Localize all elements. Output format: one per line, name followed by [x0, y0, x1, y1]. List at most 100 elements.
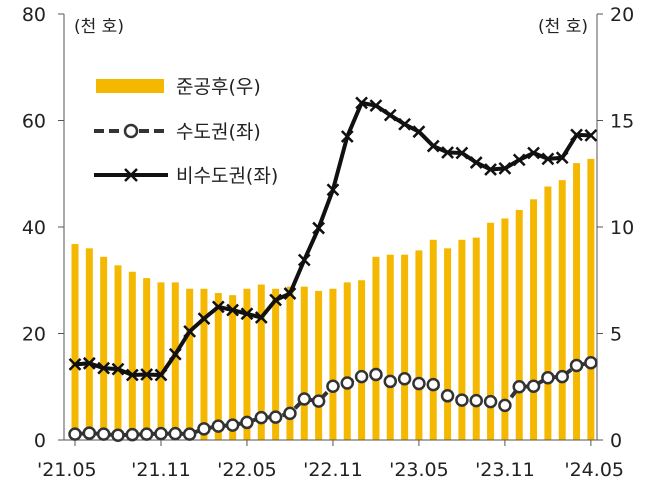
bar-'24.02 [544, 186, 552, 440]
legend-label-noncapital: 비수도권(좌) [176, 165, 278, 187]
bar-'22.12 [343, 282, 351, 440]
bar-'23.08 [458, 239, 466, 440]
bar-'21.08 [114, 265, 122, 440]
legend-label-capital: 수도권(좌) [176, 121, 261, 143]
right-tick-label: 0 [610, 430, 622, 452]
point-noncapital-'21.11 [154, 368, 168, 382]
point-capital-'22.09 [297, 392, 312, 406]
point-noncapital-'24.02 [541, 152, 555, 166]
point-noncapital-'24.03 [555, 151, 569, 165]
x-tick-label: '23.05 [389, 459, 449, 481]
bar-'23.04 [401, 254, 409, 440]
point-noncapital-'23.01 [355, 96, 368, 110]
point-capital-'23.10 [483, 394, 498, 409]
x-tick-label: '21.11 [131, 459, 191, 481]
bar-'21.06 [85, 248, 93, 440]
point-noncapital-'22.10 [312, 221, 325, 235]
legend-noncapital-marker [124, 168, 138, 182]
right-tick-label: 5 [610, 324, 622, 346]
point-noncapital-'23.02 [369, 99, 383, 112]
point-noncapital-'22.06 [254, 311, 268, 324]
point-noncapital-'22.08 [283, 287, 297, 300]
point-noncapital-'23.12 [512, 153, 526, 167]
point-capital-'21.08 [111, 428, 125, 442]
point-capital-'22.08 [283, 406, 297, 421]
x-tick-label: '21.05 [37, 459, 97, 481]
left-tick-label: 80 [22, 4, 46, 26]
point-capital-'22.07 [268, 410, 283, 424]
x-tick-label: '23.11 [475, 459, 535, 481]
point-noncapital-'22.09 [297, 253, 311, 267]
point-noncapital-'21.10 [140, 368, 154, 381]
point-capital-'21.07 [96, 427, 111, 441]
bar-'23.02 [372, 256, 380, 440]
bar-'21.12 [171, 282, 179, 440]
point-noncapital-'22.03 [211, 300, 225, 314]
point-noncapital-'22.02 [197, 312, 211, 325]
bars-group [71, 158, 595, 440]
bar-'21.10 [143, 278, 151, 440]
point-capital-'22.11 [326, 379, 340, 393]
bar-'24.03 [558, 180, 566, 440]
point-noncapital-'24.04 [570, 128, 583, 142]
bar-'23.05 [415, 250, 423, 440]
point-noncapital-'22.01 [183, 324, 197, 338]
point-capital-'23.09 [469, 393, 483, 408]
bar-'22.10 [315, 290, 323, 440]
point-capital-'23.02 [369, 367, 383, 382]
bar-'23.06 [429, 239, 437, 440]
right-tick-label: 20 [610, 4, 634, 26]
point-capital-'23.12 [512, 380, 526, 394]
right-tick-label: 15 [610, 111, 634, 133]
point-noncapital-'23.04 [398, 117, 411, 131]
point-capital-'22.04 [225, 418, 240, 432]
point-noncapital-'23.06 [426, 139, 440, 153]
left-tick-label: 20 [22, 324, 46, 346]
point-noncapital-'21.08 [111, 362, 125, 376]
left-tick-label: 60 [22, 111, 46, 133]
point-capital-'22.12 [340, 376, 355, 390]
point-noncapital-'22.12 [340, 130, 354, 143]
bar-'21.05 [71, 244, 79, 440]
right-axis-unit: (천 호) [538, 17, 588, 37]
bar-'23.10 [487, 222, 495, 440]
bar-'22.09 [300, 286, 308, 440]
left-axis-unit: (천 호) [74, 17, 124, 37]
bar-'22.08 [286, 286, 294, 440]
point-capital-'23.08 [455, 393, 469, 407]
point-noncapital-'21.07 [97, 361, 111, 375]
point-capital-'23.05 [412, 376, 426, 391]
point-noncapital-'23.05 [412, 125, 426, 139]
x-tick-label: '22.05 [217, 459, 277, 481]
bar-'22.11 [329, 288, 337, 440]
bar-'22.01 [186, 288, 194, 440]
bar-'21.11 [157, 282, 165, 440]
legend-capital-marker [123, 123, 139, 139]
bar-'21.09 [128, 271, 136, 440]
point-capital-'23.07 [440, 389, 455, 403]
bar-'22.07 [272, 288, 280, 440]
bar-'23.01 [358, 280, 366, 440]
left-tick-label: 0 [34, 430, 46, 452]
point-capital-'22.10 [311, 394, 326, 408]
legend: 준공후(우) 수도권(좌) 비수도권(좌) [94, 76, 278, 187]
point-capital-'21.05 [68, 427, 82, 441]
bar-'23.12 [515, 209, 523, 440]
point-noncapital-'22.11 [326, 183, 340, 197]
point-noncapital-'21.12 [168, 347, 182, 361]
point-capital-'22.03 [211, 419, 226, 433]
point-capital-'24.04 [569, 358, 584, 373]
point-capital-'23.03 [383, 374, 398, 389]
point-capital-'21.10 [139, 427, 154, 441]
point-noncapital-'23.10 [484, 163, 497, 176]
bar-'23.11 [501, 218, 509, 440]
point-capital-'21.09 [125, 427, 140, 442]
point-capital-'21.12 [168, 426, 183, 441]
bar-'22.04 [229, 295, 237, 440]
x-tick-label: '22.11 [303, 459, 363, 481]
point-noncapital-'22.05 [240, 307, 254, 321]
point-noncapital-'24.01 [527, 146, 540, 160]
point-capital-'22.01 [182, 427, 197, 441]
bar-'22.06 [257, 284, 265, 440]
bar-'22.05 [243, 288, 251, 440]
